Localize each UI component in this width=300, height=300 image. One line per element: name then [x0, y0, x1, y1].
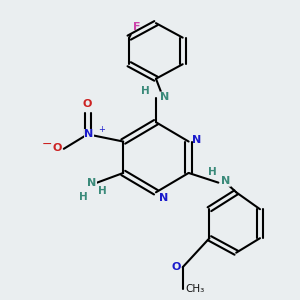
- Text: N: N: [84, 129, 94, 139]
- Text: N: N: [221, 176, 231, 186]
- Text: +: +: [98, 125, 105, 134]
- Text: O: O: [83, 99, 92, 109]
- Text: −: −: [41, 137, 52, 151]
- Text: O: O: [172, 262, 181, 272]
- Text: O: O: [53, 142, 62, 153]
- Text: N: N: [159, 194, 168, 203]
- Text: F: F: [133, 22, 140, 32]
- Text: H: H: [141, 86, 150, 96]
- Text: N: N: [192, 135, 201, 145]
- Text: H: H: [98, 186, 107, 196]
- Text: H: H: [79, 192, 88, 202]
- Text: N: N: [87, 178, 97, 188]
- Text: CH₃: CH₃: [186, 284, 205, 294]
- Text: N: N: [160, 92, 170, 102]
- Text: H: H: [208, 167, 217, 177]
